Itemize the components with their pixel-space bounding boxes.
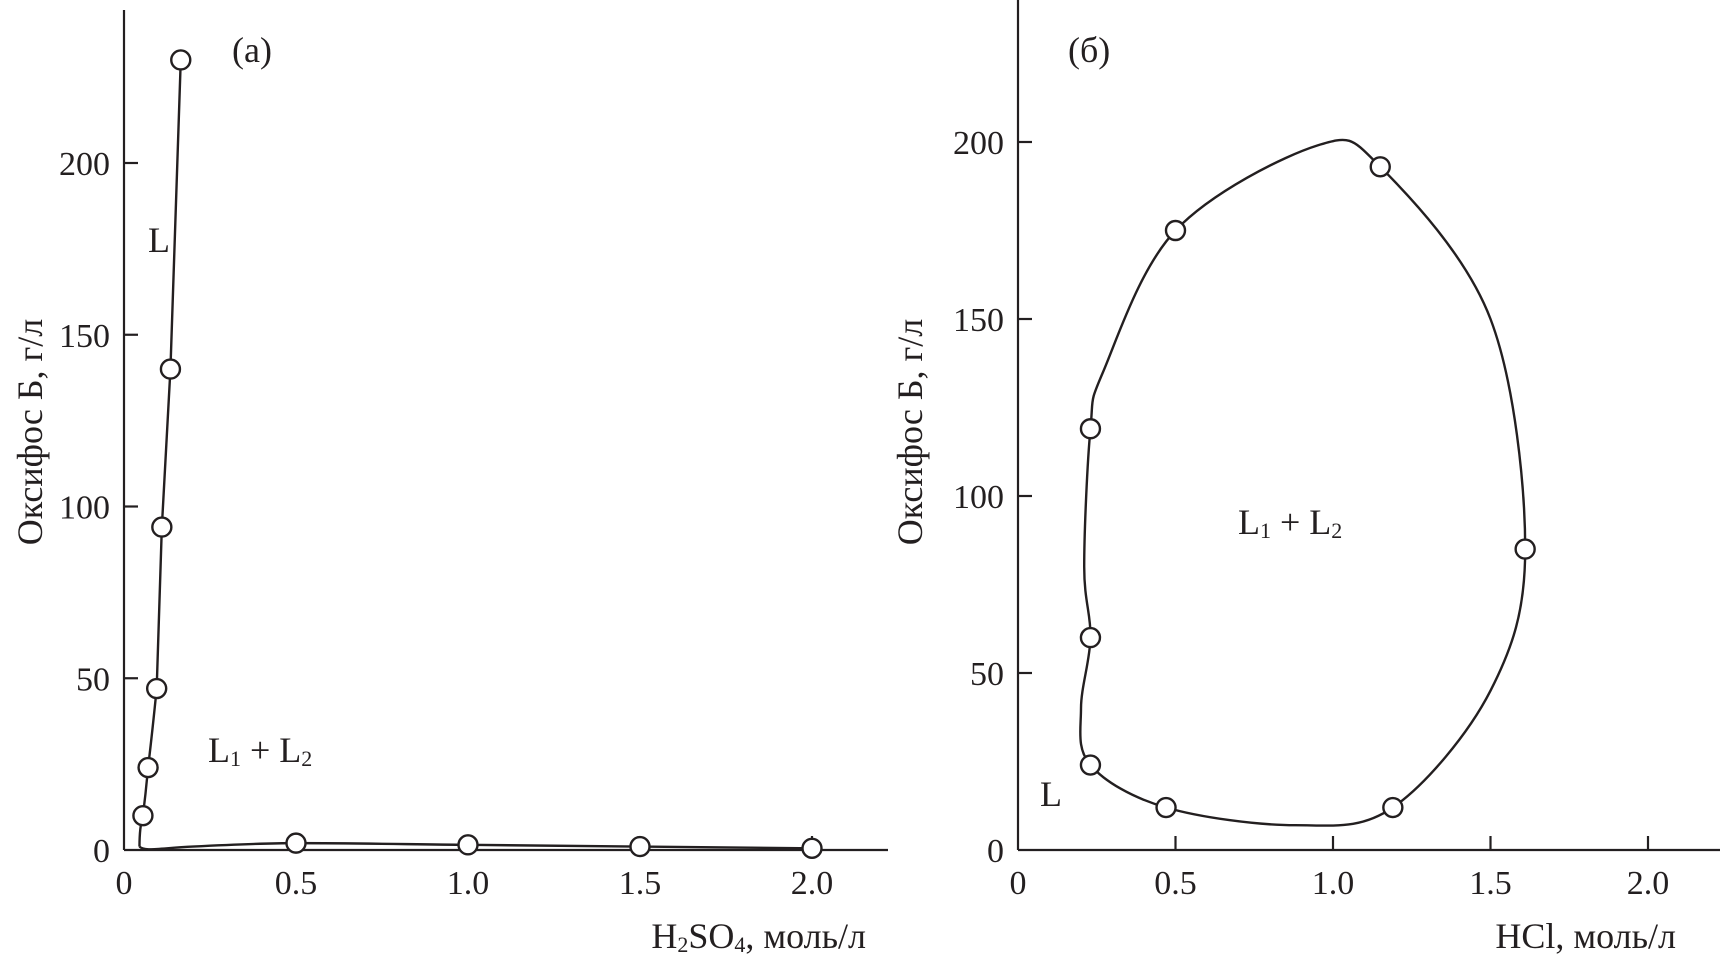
data-point (1079, 626, 1102, 649)
region-label-l1-l2-part: 2 (301, 746, 312, 771)
region-label-l1-l2-part: 2 (1331, 518, 1342, 543)
x-tick-label: 1.5 (619, 865, 662, 902)
x-axis-title: H2SO4, моль/л (651, 916, 866, 957)
data-point (629, 835, 651, 858)
x-axis-title-part: , моль/л (745, 916, 866, 956)
y-tick-label: 200 (59, 146, 110, 183)
x-axis-title-part: H (651, 916, 677, 956)
x-axis-title-part: SO (688, 916, 734, 956)
x-tick-label: 1.0 (1312, 865, 1355, 902)
x-tick-label: 0 (1010, 865, 1027, 902)
x-axis-title-part: 4 (734, 932, 745, 957)
data-point (285, 832, 307, 854)
binodal-curve (1079, 138, 1527, 827)
panel-label: (б) (1068, 30, 1110, 70)
region-label-l1-l2-part: 1 (230, 746, 241, 771)
data-point (159, 358, 182, 380)
y-tick-label: 200 (953, 125, 1004, 162)
y-tick-label: 150 (953, 302, 1004, 339)
data-point (801, 837, 823, 859)
data-point (137, 756, 159, 779)
y-tick-label: 0 (93, 833, 110, 870)
x-tick-label: 0 (116, 865, 133, 902)
x-axis-title-part: 2 (677, 932, 688, 957)
data-point (170, 49, 192, 71)
binodal-curve (138, 841, 813, 851)
data-point (1079, 418, 1102, 440)
y-tick-label: 50 (970, 656, 1004, 693)
data-point (1382, 796, 1404, 819)
y-axis-title: Оксифос Б, г/л (890, 319, 930, 545)
region-label-l: L (148, 220, 170, 260)
data-point (1155, 796, 1177, 819)
region-label-l-part: L (148, 220, 170, 260)
data-point (1164, 219, 1187, 242)
data-point (1514, 538, 1536, 560)
panel-label: (а) (232, 30, 272, 70)
region-label-l1-l2-part: + L (1271, 502, 1331, 542)
x-tick-label: 0.5 (1154, 865, 1197, 902)
region-label-l: L (1040, 774, 1062, 814)
data-point (151, 516, 173, 538)
region-label-l1-l2-part: 1 (1260, 518, 1271, 543)
x-tick-label: 1.5 (1469, 865, 1512, 902)
data-point (457, 834, 479, 856)
x-tick-label: 2.0 (1627, 865, 1670, 902)
x-tick-label: 1.0 (447, 865, 490, 902)
y-tick-label: 100 (953, 479, 1004, 516)
data-point (132, 804, 154, 827)
data-point (1369, 156, 1391, 178)
region-label-l1-l2-part: L (1238, 502, 1260, 542)
x-tick-label: 2.0 (791, 865, 834, 902)
region-label-l1-l2-part: + L (241, 730, 301, 770)
y-tick-label: 0 (987, 833, 1004, 870)
y-tick-label: 150 (59, 318, 110, 355)
y-tick-label: 50 (76, 661, 110, 698)
region-label-l-part: L (1040, 774, 1062, 814)
y-axis-title: Оксифос Б, г/л (10, 319, 50, 545)
chart-panel-b: 0 0.5 1.0 1.5 2.0 0 50 100 150 200 HCl, моль/л Окси… (890, 0, 1720, 956)
region-label-l1-l2-part: L (208, 730, 230, 770)
binodal-curve (138, 59, 182, 847)
region-label-l1-l2: L1 + L2 (1238, 502, 1342, 543)
data-point (1079, 754, 1102, 776)
y-tick-label: 100 (59, 490, 110, 527)
region-label-l1-l2: L1 + L2 (208, 730, 312, 771)
data-point (145, 677, 168, 700)
x-tick-label: 0.5 (275, 865, 318, 902)
x-axis-title: HCl, моль/л (1495, 916, 1676, 956)
x-axis-title-part: HCl, моль/л (1495, 916, 1676, 956)
